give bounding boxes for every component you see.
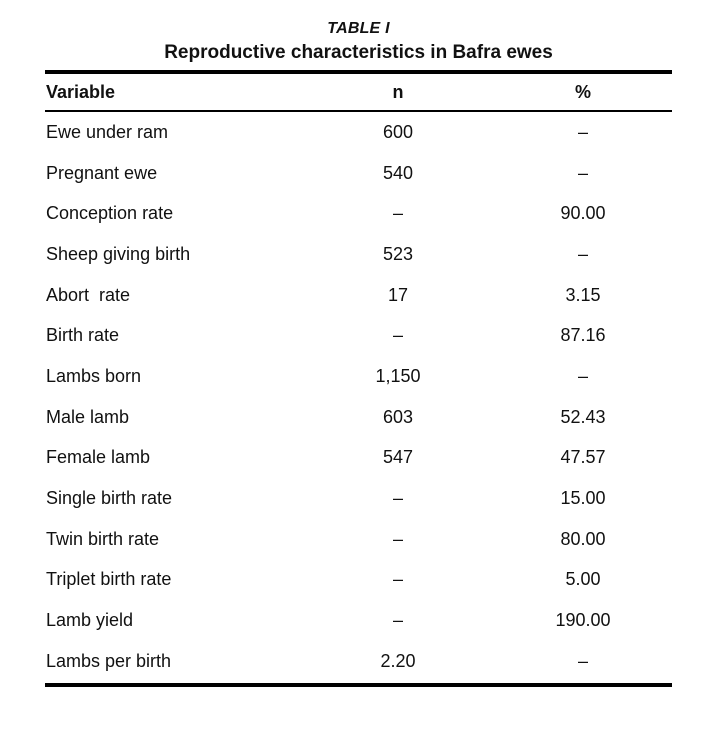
cell-percent: 15.00 (560, 488, 606, 509)
table-title: Reproductive characteristics in Bafra ew… (164, 42, 553, 63)
table-header-row: Variable n % (45, 74, 672, 112)
cell-n: – (392, 488, 403, 509)
cell-percent: 5.00 (565, 569, 601, 590)
cell-variable: Ewe under ram (46, 121, 169, 142)
table-row: Ewe under ram 600 – (45, 112, 672, 153)
cell-percent: – (577, 162, 588, 183)
cell-percent: – (577, 365, 588, 386)
cell-n: 600 (382, 121, 414, 142)
cell-variable: Lamb yield (46, 610, 134, 631)
cell-n: 540 (382, 162, 414, 183)
table-row: Single birth rate – 15.00 (45, 478, 672, 519)
cell-percent: 90.00 (560, 203, 606, 224)
cell-n: – (392, 528, 403, 549)
cell-variable: Conception rate (46, 203, 174, 224)
cell-variable: Lambs born (46, 365, 142, 386)
cell-variable: Lambs per birth (46, 650, 172, 671)
cell-variable: Abort rate (46, 284, 131, 305)
cell-percent: 80.00 (560, 528, 606, 549)
table-body: Ewe under ram 600– Pregnant ewe 540– Concept… (45, 112, 672, 683)
table-row: Abort rate 17 3.15 (45, 275, 672, 316)
cell-percent: 190.00 (555, 610, 611, 631)
cell-n: 2.20 (380, 650, 416, 671)
table-row: Lambs born 1,150 – (45, 356, 672, 397)
cell-percent: 87.16 (560, 325, 606, 346)
cell-percent: 3.15 (565, 284, 601, 305)
column-header-percent: % (574, 81, 591, 102)
cell-n: 603 (382, 406, 414, 427)
table-row: Lambs per birth 2.20 – (45, 641, 672, 682)
table-row: Triplet birth rate – 5.00 (45, 560, 672, 601)
column-header-variable: Variable (46, 81, 116, 102)
cell-n: 17 (387, 284, 409, 305)
cell-percent: 52.43 (560, 406, 606, 427)
table-row: Conception rate – 90.00 (45, 193, 672, 234)
cell-n: – (392, 610, 403, 631)
cell-n: – (392, 203, 403, 224)
cell-n: – (392, 325, 403, 346)
cell-variable: Sheep giving birth (46, 243, 191, 264)
table-row: Lamb yield – 190.00 (45, 600, 672, 641)
cell-n: – (392, 569, 403, 590)
table-caption: TABLE I Reproductive characteristics in … (45, 19, 672, 65)
cell-n: 547 (382, 447, 414, 468)
column-header-n: n (392, 81, 404, 102)
cell-percent: 47.57 (560, 447, 606, 468)
cell-n: 523 (382, 243, 414, 264)
cell-percent: – (577, 243, 588, 264)
table-row: Birth rate – 87.16 (45, 315, 672, 356)
table-row: Twin birth rate – 80.00 (45, 519, 672, 560)
cell-variable: Twin birth rate (46, 528, 160, 549)
table-row: Male lamb 603 52.43 (45, 397, 672, 438)
table-row: Pregnant ewe 540 – (45, 153, 672, 194)
cell-percent: – (577, 650, 588, 671)
cell-variable: Birth rate (46, 325, 120, 346)
cell-n: 1,150 (375, 365, 421, 386)
cell-variable: Triplet birth rate (46, 569, 172, 590)
cell-variable: Single birth rate (46, 488, 173, 509)
table-row: Female lamb 547 47.57 (45, 438, 672, 479)
table-row: Sheep giving birth 523 – (45, 234, 672, 275)
table-label: TABLE I (327, 20, 390, 37)
data-table: Variable n % Ewe under ram 600– Pregnant e… (45, 70, 672, 687)
cell-percent: – (577, 121, 588, 142)
cell-variable: Female lamb (46, 447, 151, 468)
cell-variable: Pregnant ewe (46, 162, 158, 183)
cell-variable: Male lamb (46, 406, 130, 427)
